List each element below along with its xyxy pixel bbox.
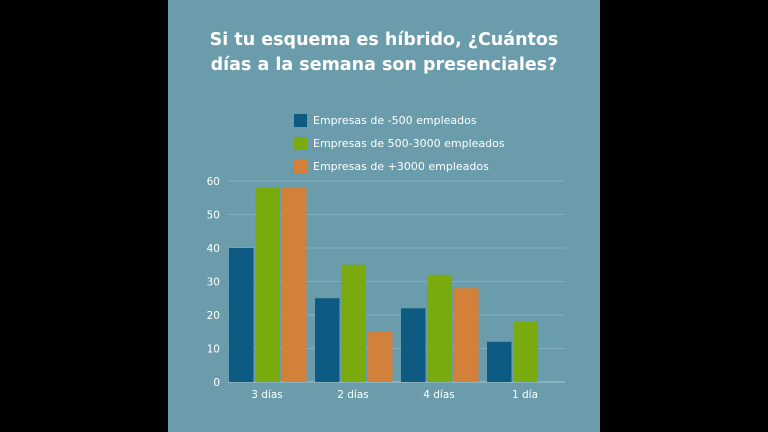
legend-label: Empresas de +3000 empleados xyxy=(313,159,489,173)
bar xyxy=(315,298,340,382)
chart-panel: Si tu esquema es híbrido, ¿Cuántos días … xyxy=(168,0,600,432)
x-tick-label: 4 días xyxy=(423,389,455,401)
y-tick-label: 0 xyxy=(213,377,220,389)
y-tick-label: 60 xyxy=(207,176,220,188)
y-tick-label: 50 xyxy=(207,210,220,222)
bar xyxy=(229,248,254,382)
bar xyxy=(401,308,426,382)
bar xyxy=(282,187,307,382)
x-tick-label: 3 días xyxy=(251,389,283,401)
legend-swatch xyxy=(294,159,307,173)
y-tick-label: 20 xyxy=(207,310,220,322)
bar xyxy=(255,187,280,382)
legend-swatch xyxy=(294,113,307,127)
title-line-1: Si tu esquema es híbrido, ¿Cuántos xyxy=(209,30,559,50)
bar xyxy=(513,321,538,382)
y-tick-label: 30 xyxy=(207,277,220,289)
x-tick-label: 2 días xyxy=(337,389,369,401)
legend-item-small: Empresas de -500 empleados xyxy=(294,112,477,128)
legend-item-large: Empresas de +3000 empleados xyxy=(294,158,489,174)
y-tick-label: 10 xyxy=(207,344,220,356)
x-tick-label: 1 día xyxy=(512,389,538,401)
bar xyxy=(427,274,452,382)
bar xyxy=(454,288,479,382)
legend-label: Empresas de -500 empleados xyxy=(313,113,477,127)
title-line-2: días a la semana son presenciales? xyxy=(210,55,558,75)
bar xyxy=(368,331,393,382)
plot-area: 0 10 20 30 40 50 60 3 días 2 días 4 días 1 día xyxy=(207,176,565,401)
legend-label: Empresas de 500-3000 empleados xyxy=(313,136,505,150)
bar xyxy=(487,341,512,382)
legend-item-medium: Empresas de 500-3000 empleados xyxy=(294,135,505,151)
legend-swatch xyxy=(294,136,307,150)
bar xyxy=(341,264,366,382)
y-tick-label: 40 xyxy=(207,243,220,255)
chart-title: Si tu esquema es híbrido, ¿Cuántos días … xyxy=(168,28,600,78)
